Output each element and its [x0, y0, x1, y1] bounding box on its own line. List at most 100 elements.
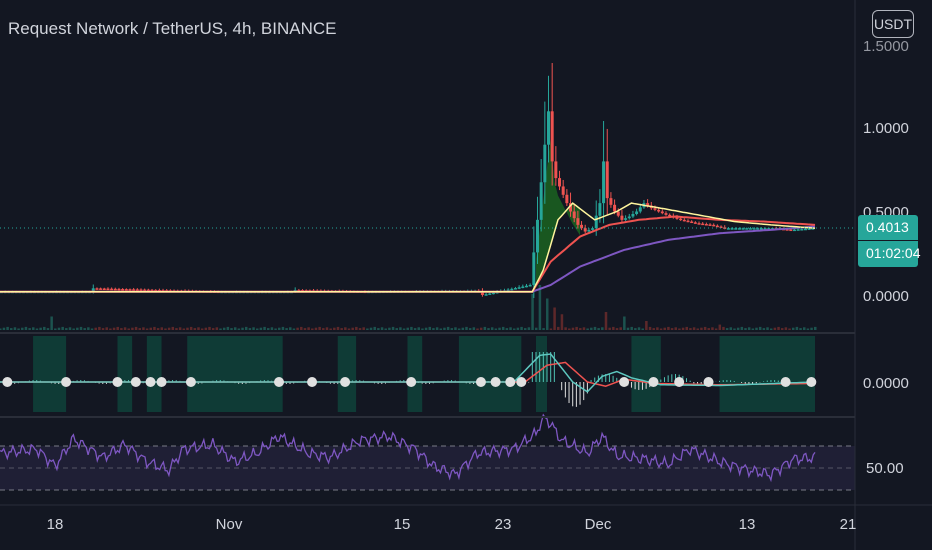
x-tick-13: 13: [738, 516, 756, 533]
cross-dot: [307, 377, 318, 387]
volume-bar: [711, 327, 714, 330]
candle-body: [491, 292, 495, 295]
volume-bar: [553, 307, 556, 330]
volume-bar: [340, 328, 343, 330]
trend-band: [337, 336, 357, 412]
candle-body: [605, 161, 609, 199]
volume-bar: [197, 327, 200, 330]
volume-bar: [153, 326, 156, 330]
volume-bar: [244, 326, 248, 330]
volume-bar: [601, 327, 604, 330]
volume-bar: [652, 328, 655, 330]
rsi-pane: [0, 413, 855, 491]
volume-bar: [351, 327, 354, 330]
volume-bar: [564, 327, 567, 330]
candle-body: [95, 288, 99, 290]
x-tick-23: 23: [494, 516, 512, 533]
candle-body: [154, 289, 158, 292]
ema-fast-line: [0, 202, 816, 293]
volume-bar: [369, 327, 373, 330]
rsi-50-tick: 50.00: [866, 460, 904, 477]
candle-body: [135, 289, 139, 291]
candle-body: [121, 289, 125, 291]
volume-bar: [182, 328, 186, 330]
candle-body: [756, 228, 760, 230]
macd-zero-tick: 0.0000: [863, 375, 909, 392]
volume-bar: [560, 314, 564, 330]
candle-body: [132, 289, 136, 291]
volume-bar: [685, 326, 689, 330]
volume-bar: [571, 327, 575, 330]
volume-bar: [707, 328, 711, 330]
candle-body: [580, 224, 584, 229]
candle-body: [576, 218, 580, 225]
candle-body: [807, 228, 811, 230]
candle-body: [646, 203, 650, 206]
cross-dot: [674, 377, 685, 387]
trend-band: [117, 336, 133, 412]
trend-band: [146, 336, 162, 412]
candle-body: [660, 211, 664, 214]
currency-button[interactable]: USDT: [872, 10, 914, 38]
volume-bar: [193, 328, 197, 330]
cross-dot: [185, 377, 196, 387]
volume-bar: [461, 327, 465, 330]
x-tick-21: 21: [839, 516, 857, 533]
cross-dot: [112, 377, 123, 387]
volume-bar: [512, 328, 516, 330]
volume-bar: [428, 326, 432, 330]
candle-body: [106, 288, 110, 291]
candle-body: [719, 226, 723, 229]
volume-bar: [35, 328, 39, 330]
volume-bar: [692, 327, 696, 330]
candle-body: [712, 224, 716, 227]
volume-bar: [516, 327, 520, 330]
cross-dot: [274, 377, 285, 387]
volume-bar: [79, 326, 83, 330]
volume-bar: [410, 326, 413, 330]
volume-bar: [494, 328, 498, 330]
cross-dot: [806, 377, 817, 387]
volume-bar: [432, 328, 435, 330]
volume-bar: [531, 294, 534, 330]
candle-body: [792, 229, 796, 232]
volume-bar: [674, 327, 677, 330]
volume-bar: [509, 327, 512, 330]
cross-dot: [406, 377, 417, 387]
candle-body: [524, 285, 528, 288]
volume-bar: [28, 328, 31, 330]
volume-bar: [597, 328, 600, 330]
candle-body: [554, 161, 558, 179]
candle-body: [102, 288, 106, 291]
volume-bar: [266, 328, 270, 330]
candle-body: [484, 294, 488, 296]
volume-bar: [138, 328, 142, 330]
countdown-badge: 01:02:04: [858, 241, 921, 267]
candle-body: [745, 228, 749, 230]
symbol-title[interactable]: Request Network / TetherUS, 4h, BINANCE: [8, 19, 337, 38]
volume-bar: [237, 328, 241, 330]
candle-body: [139, 289, 143, 291]
ema-slow-line: [0, 225, 816, 293]
candle-body: [767, 228, 771, 230]
candle-body: [620, 215, 624, 220]
volume-bar: [634, 328, 637, 330]
volume-bar: [211, 328, 215, 330]
volume-bar: [681, 327, 685, 330]
volume-bar: [758, 326, 762, 330]
volume-bar: [637, 327, 641, 330]
volume-bar: [795, 326, 799, 330]
candle-body: [521, 286, 525, 289]
volume-bar: [112, 327, 116, 330]
volume-bar: [278, 327, 281, 330]
volume-bar: [226, 326, 230, 330]
volume-bar: [421, 328, 424, 330]
cross-dot: [516, 377, 527, 387]
volume-bar: [373, 326, 376, 330]
candle-body: [124, 289, 128, 291]
candle-body: [150, 289, 154, 292]
last-price-badge: 0.4013: [858, 215, 918, 240]
candle-body: [803, 228, 807, 231]
volume-bar: [435, 327, 439, 330]
